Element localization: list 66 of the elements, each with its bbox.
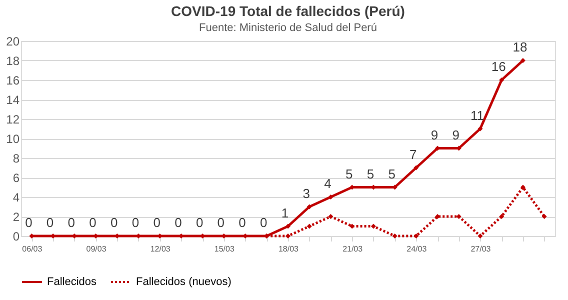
y-tick-label: 2 — [12, 210, 20, 224]
data-label: 5 — [366, 166, 374, 182]
x-tick-label: 24/03 — [406, 244, 428, 254]
y-tick-label: 16 — [6, 74, 20, 88]
point — [520, 58, 526, 63]
data-label: 3 — [302, 186, 310, 201]
y-tick-label: 18 — [6, 54, 20, 68]
chart-title: COVID-19 Total de fallecidos (Perú) — [171, 3, 405, 19]
point — [414, 165, 419, 170]
x-tick-label: 18/03 — [278, 244, 300, 254]
x-tick-label: 12/03 — [150, 244, 171, 254]
point — [499, 78, 504, 82]
x-tick-label: 15/03 — [214, 244, 235, 254]
data-label: 11 — [470, 108, 484, 123]
point — [286, 234, 290, 238]
point — [306, 204, 312, 210]
data-label: 4 — [324, 176, 332, 191]
data-label: 0 — [89, 215, 96, 230]
data-label: 16 — [491, 59, 506, 74]
y-tick-label: 14 — [6, 93, 20, 107]
x-tick-label: 06/03 — [22, 244, 43, 254]
data-label: 0 — [132, 215, 140, 230]
x-tick-label: 09/03 — [86, 244, 107, 254]
point — [328, 194, 334, 200]
y-tick-label: 10 — [6, 132, 20, 146]
data-label: 1 — [281, 205, 289, 220]
y-tick-label: 12 — [6, 112, 20, 126]
point — [306, 224, 312, 229]
y-tick-label: 6 — [12, 171, 20, 185]
legend-label: Fallecidos — [47, 276, 98, 288]
data-label: 0 — [260, 215, 268, 230]
data-label: 5 — [388, 166, 396, 182]
data-label: 9 — [452, 127, 460, 142]
data-label: 0 — [110, 215, 118, 230]
data-label: 0 — [238, 215, 246, 230]
data-label: 0 — [25, 215, 32, 230]
point — [499, 214, 504, 219]
point — [392, 234, 398, 238]
data-label: 0 — [153, 215, 160, 230]
point — [478, 234, 483, 238]
point — [520, 184, 526, 190]
data-label: 0 — [196, 215, 204, 230]
data-label: 0 — [46, 215, 54, 230]
point — [350, 224, 355, 229]
point — [370, 224, 376, 229]
data-label: 0 — [174, 215, 182, 230]
data-label: 5 — [345, 166, 353, 182]
data-label: 0 — [68, 215, 76, 230]
data-label: 18 — [512, 40, 528, 54]
data-label: 0 — [217, 215, 225, 230]
point — [478, 126, 483, 132]
y-tick-label: 8 — [12, 152, 20, 166]
point — [328, 214, 334, 219]
point — [456, 214, 462, 219]
x-tick-label: 21/03 — [342, 244, 364, 254]
point — [414, 234, 419, 238]
y-tick-label: 20 — [6, 34, 20, 48]
chart-subtitle: Fuente: Ministerio de Salud del Perú — [199, 22, 377, 34]
y-tick-label: 0 — [12, 230, 20, 244]
point — [542, 214, 547, 219]
x-tick-label: 27/03 — [470, 244, 492, 254]
legend-label: Fallecidos (nuevos) — [136, 276, 232, 288]
point — [286, 224, 290, 229]
data-label: 9 — [430, 127, 438, 142]
data-label: 7 — [410, 146, 417, 162]
y-tick-label: 4 — [12, 190, 20, 204]
